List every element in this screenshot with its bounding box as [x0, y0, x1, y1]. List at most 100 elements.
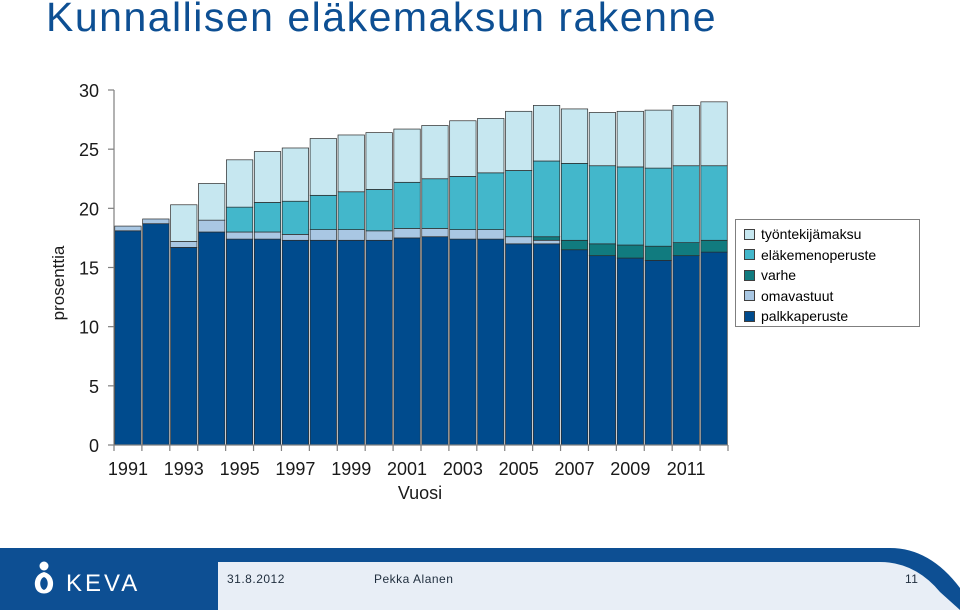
- bar-1999-omavastuut: [337, 229, 365, 241]
- y-tick-label: 0: [89, 436, 99, 456]
- logo-text: KEVA: [66, 570, 140, 597]
- bar-2007-varhe: [560, 239, 589, 251]
- bar-2002-työntekijämaksu: [421, 125, 449, 180]
- x-tick-label-1993: 1993: [164, 459, 204, 479]
- bars-group: [114, 101, 728, 446]
- bar-2007-palkkaperuste: [560, 249, 589, 446]
- bar-2002-omavastuut: [421, 228, 449, 238]
- bar-1992-palkkaperuste: [142, 223, 170, 446]
- bar-1994-työntekijämaksu: [198, 183, 226, 221]
- bar-2006-omavastuut: [533, 239, 561, 245]
- bar-1996-omavastuut: [253, 231, 282, 240]
- bar-2001-omavastuut: [393, 228, 421, 239]
- legend-item-työntekijämaksu: työntekijämaksu: [744, 224, 919, 245]
- bar-2003-palkkaperuste: [449, 238, 477, 446]
- bar-2008-työntekijämaksu: [588, 112, 616, 167]
- bar-2001-eläkemenoperuste: [393, 181, 421, 229]
- x-tick-label-2005: 2005: [499, 459, 539, 479]
- bar-1997-palkkaperuste: [281, 239, 309, 446]
- bar-1994-omavastuut: [198, 219, 226, 233]
- legend-label: omavastuut: [761, 287, 834, 304]
- bar-2000-palkkaperuste: [365, 239, 393, 446]
- bar-1991-palkkaperuste: [114, 230, 142, 446]
- x-tick-label-1997: 1997: [275, 459, 315, 479]
- legend-item-eläkemenoperuste: eläkemenoperuste: [744, 245, 919, 266]
- bar-1998-palkkaperuste: [309, 239, 337, 446]
- bar-1999-eläkemenoperuste: [337, 191, 365, 230]
- bar-2005-työntekijämaksu: [505, 110, 533, 171]
- y-tick-label: 15: [79, 259, 99, 279]
- legend-item-omavastuut: omavastuut: [744, 286, 919, 307]
- bar-1998-omavastuut: [309, 229, 337, 241]
- bar-2008-eläkemenoperuste: [588, 165, 616, 245]
- bar-1995-eläkemenoperuste: [226, 206, 254, 233]
- bar-2004-työntekijämaksu: [477, 118, 505, 174]
- bar-2007-eläkemenoperuste: [560, 163, 589, 241]
- keva-logo: KEVA: [34, 561, 140, 597]
- bar-1995-omavastuut: [226, 231, 254, 240]
- bar-1999-työntekijämaksu: [337, 134, 365, 193]
- bar-2010-palkkaperuste: [644, 260, 672, 446]
- bar-1997-omavastuut: [281, 234, 309, 241]
- axes-group: 0 5 10 15 20 25 30 1991 1993 1995 1997 1999 2001 2003…: [79, 81, 729, 479]
- legend-label: työntekijämaksu: [761, 226, 862, 243]
- bar-2005-omavastuut: [505, 236, 533, 245]
- bar-2001-työntekijämaksu: [393, 128, 421, 183]
- bar-2002-eläkemenoperuste: [421, 178, 449, 229]
- bar-1991-omavastuut: [114, 225, 142, 232]
- bar-2003-työntekijämaksu: [449, 120, 477, 177]
- bar-2012-työntekijämaksu: [700, 101, 728, 167]
- bar-1998-eläkemenoperuste: [309, 194, 337, 230]
- bar-1993-omavastuut: [170, 241, 198, 248]
- x-tick-label-2011: 2011: [667, 459, 706, 479]
- bar-2012-varhe: [700, 239, 728, 253]
- legend-swatch: [744, 228, 755, 240]
- x-tick-label-2009: 2009: [610, 459, 650, 479]
- legend-item-varhe: varhe: [744, 265, 919, 286]
- bar-1997-työntekijämaksu: [281, 147, 309, 202]
- x-tick-label-2003: 2003: [443, 459, 483, 479]
- x-tick-label-2007: 2007: [554, 459, 594, 479]
- x-tick-label-1991: 1991: [108, 459, 148, 479]
- legend-label: palkkaperuste: [761, 308, 849, 325]
- bar-2006-eläkemenoperuste: [533, 160, 561, 238]
- bar-2010-eläkemenoperuste: [644, 167, 672, 247]
- bar-1993-työntekijämaksu: [170, 204, 198, 242]
- bar-2005-palkkaperuste: [505, 243, 533, 446]
- y-tick-label: 5: [89, 377, 99, 397]
- y-axis-label: prosenttia: [49, 245, 68, 320]
- bar-2009-varhe: [616, 244, 644, 259]
- bar-2011-palkkaperuste: [672, 255, 700, 446]
- bar-2007-työntekijämaksu: [560, 108, 589, 164]
- footer-date: 31.8.2012: [227, 572, 285, 586]
- bar-2000-omavastuut: [365, 230, 393, 241]
- x-tick-label-1995: 1995: [220, 459, 260, 479]
- bar-1993-palkkaperuste: [170, 247, 198, 446]
- x-tick-label-2001: 2001: [387, 459, 427, 479]
- bar-2000-työntekijämaksu: [365, 132, 393, 190]
- legend-label: varhe: [761, 267, 797, 284]
- chart-legend: työntekijämaksu eläkemenoperuste varhe omav…: [735, 219, 920, 327]
- bar-2012-eläkemenoperuste: [700, 165, 728, 241]
- legend-item-palkkaperuste: palkkaperuste: [744, 306, 919, 327]
- footer-author: Pekka Alanen: [374, 572, 454, 586]
- bar-1999-palkkaperuste: [337, 239, 365, 446]
- x-tick-label-1999: 1999: [331, 459, 371, 479]
- bar-1998-työntekijämaksu: [309, 138, 337, 196]
- bar-2004-omavastuut: [477, 229, 505, 240]
- bar-2010-työntekijämaksu: [644, 109, 672, 169]
- bar-2012-palkkaperuste: [700, 251, 728, 446]
- page-number: 11: [905, 572, 919, 586]
- legend-label: eläkemenoperuste: [761, 246, 877, 263]
- legend-swatch: [744, 310, 755, 322]
- bar-2001-palkkaperuste: [393, 237, 421, 446]
- footer-band: [0, 548, 960, 610]
- bar-1995-palkkaperuste: [226, 238, 254, 446]
- bar-2006-työntekijämaksu: [533, 105, 561, 162]
- y-tick-label: 20: [79, 199, 99, 219]
- bar-2002-palkkaperuste: [421, 236, 449, 446]
- stacked-bar-chart: 0 5 10 15 20 25 30 1991 1993 1995 1997 1999 2001 2003…: [49, 81, 729, 503]
- y-tick-label: 30: [79, 81, 99, 101]
- bar-2010-varhe: [644, 245, 672, 261]
- legend-swatch: [744, 269, 755, 281]
